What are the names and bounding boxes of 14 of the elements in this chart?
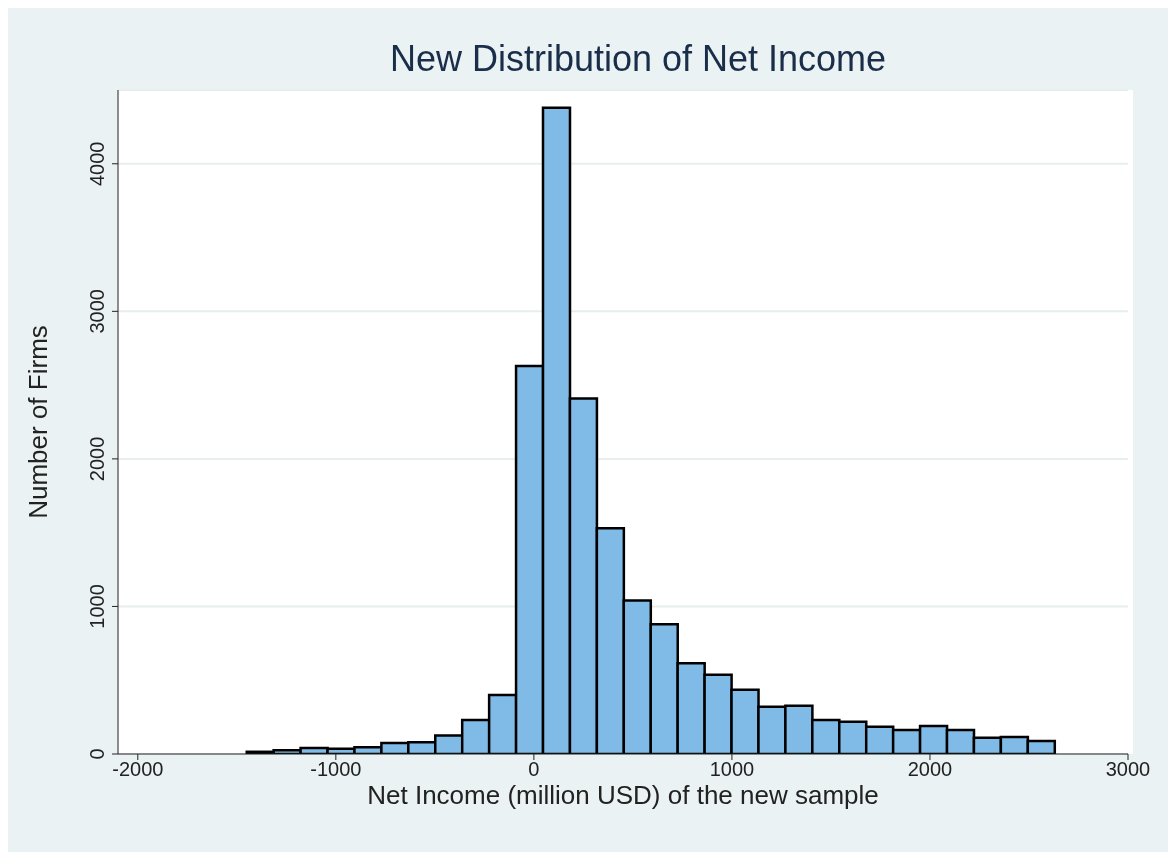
x-tick-label: 3000 [1105, 758, 1151, 781]
y-tick-label: 3000 [86, 289, 108, 334]
x-tick-label: -2000 [112, 758, 164, 781]
y-tick-label: 1000 [86, 584, 108, 629]
x-tick-label: -1000 [310, 758, 362, 781]
x-axis-title: Net Income (million USD) of the new sample [367, 780, 879, 810]
x-tick-label: 0 [528, 758, 540, 781]
y-tick-label: 2000 [86, 436, 108, 482]
x-tick-label: 2000 [907, 758, 953, 781]
y-tick-label: 4000 [86, 141, 108, 187]
chart-title: New Distribution of Net Income [388, 38, 888, 80]
y-tick-label: 0 [86, 748, 108, 760]
x-tick-label: 1000 [709, 758, 755, 781]
y-axis-title: Number of Firms [23, 325, 54, 519]
